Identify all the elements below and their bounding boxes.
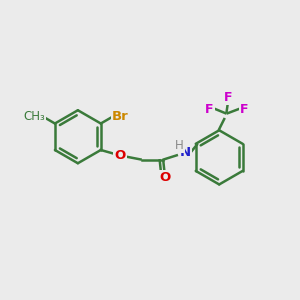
Text: N: N [180,146,191,159]
Text: O: O [114,149,126,162]
Text: CH₃: CH₃ [24,110,46,123]
Text: F: F [240,103,249,116]
Text: Br: Br [112,110,129,123]
Text: O: O [159,172,170,184]
Text: F: F [205,103,214,116]
Text: H: H [175,139,184,152]
Text: F: F [224,91,232,104]
